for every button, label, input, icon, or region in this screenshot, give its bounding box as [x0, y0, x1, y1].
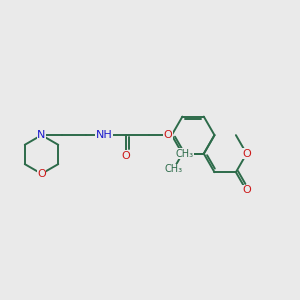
Text: CH₃: CH₃	[164, 164, 182, 174]
Text: O: O	[242, 149, 251, 159]
Text: N: N	[37, 130, 46, 140]
Text: CH₃: CH₃	[175, 149, 193, 159]
Text: O: O	[164, 130, 172, 140]
Text: O: O	[242, 185, 251, 195]
Text: NH: NH	[96, 130, 112, 140]
Text: O: O	[122, 151, 130, 160]
Text: O: O	[37, 169, 46, 179]
